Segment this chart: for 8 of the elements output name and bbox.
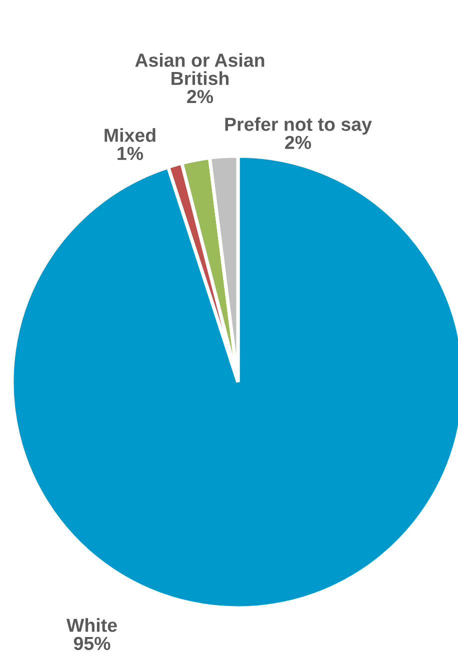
slice-label: Prefer not to say	[225, 117, 372, 135]
slice-label: Asian or Asian British	[135, 53, 264, 86]
slice-label: Mixed	[104, 128, 156, 142]
data-label: 1%	[118, 146, 144, 160]
data-label: 2%	[187, 90, 214, 104]
data-label: 95%	[74, 636, 110, 650]
data-label: 2%	[285, 136, 312, 150]
slice-label: White	[66, 618, 117, 632]
